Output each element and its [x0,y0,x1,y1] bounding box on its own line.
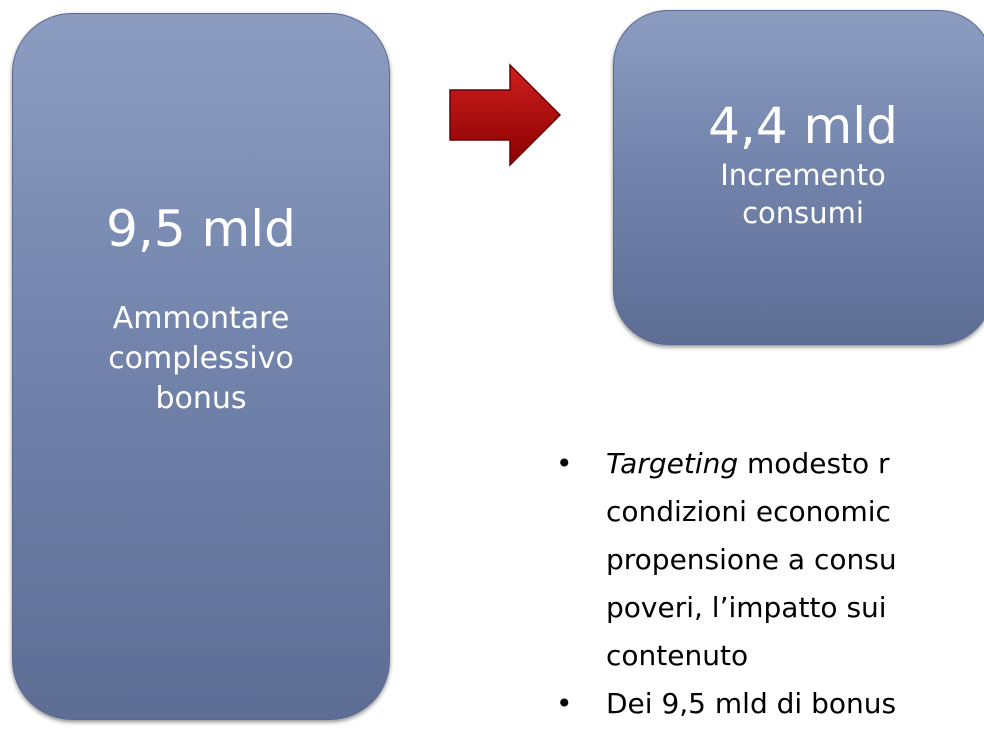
box-value: 9,5 mld [106,200,296,258]
bullet: Dei 9,5 mld di bonus [548,680,984,728]
box: 4,4 mld Incremento consumi [613,10,984,345]
bullet-line: condizioni economic [606,495,891,528]
text: modesto r [747,447,890,480]
label-line: bonus [155,381,247,416]
box-label: Ammontare complessivo bonus [13,299,389,419]
bullet-line: contenuto [606,639,749,672]
bullet-line: poveri, l’impatto sui [606,591,887,624]
box-label: Incremento consumi [614,156,984,232]
label-line: Incremento [720,158,886,192]
label-line: Ammontare [112,301,290,336]
bullet-list: Targeting modesto r condizioni economic … [548,440,984,728]
text: Dei 9,5 mld di bonus [606,687,897,720]
label-line: consumi [742,196,864,230]
bullet-line: Targeting modesto r [606,440,984,488]
emphasis: Targeting [606,447,739,480]
arrow [449,63,562,167]
bullet-line: propensione a consu [606,543,897,576]
box-value: 4,4 mld [708,97,898,155]
bullet-line: Dei 9,5 mld di bonus [606,680,984,728]
arrow-shape [449,63,562,167]
box: 9,5 mld Ammontare complessivo bonus [12,13,390,720]
bullet: Targeting modesto r condizioni economic … [548,440,984,680]
label-line: complessivo [108,341,294,376]
